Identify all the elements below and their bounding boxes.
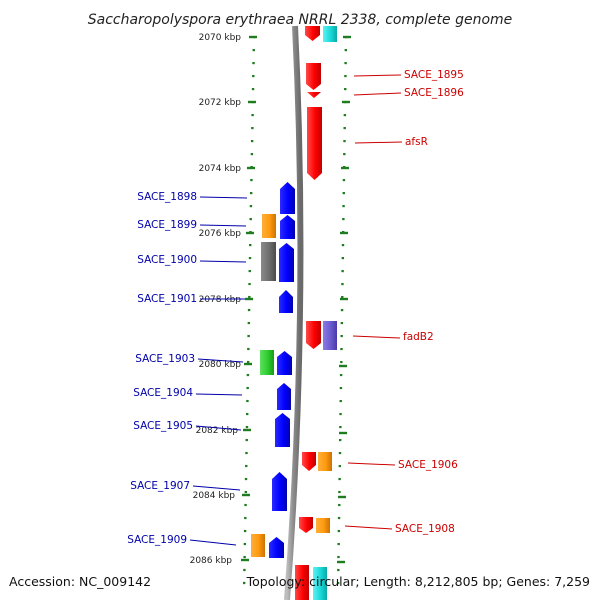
gene-arrow-sace-1910[interactable] [295, 565, 309, 600]
gene-arrow-sace-1899-orange[interactable] [262, 214, 276, 238]
kbp-label: 2086 kbp [190, 556, 233, 566]
kbp-label: 2072 kbp [199, 98, 242, 108]
gene-label-sace-1898[interactable]: SACE_1898 [137, 191, 197, 203]
gene-label-sace-1906[interactable]: SACE_1906 [398, 459, 458, 471]
genome-backbone [284, 25, 304, 600]
gene-arrow-sace-1895[interactable] [306, 63, 321, 90]
leader-line [192, 485, 241, 491]
accession-text: Accession: NC_009142 [9, 574, 151, 589]
gene-arrow-sace-1900[interactable] [279, 243, 294, 282]
leader-line [197, 358, 244, 363]
leader-line [352, 335, 401, 339]
gene-label-sace-1905[interactable]: SACE_1905 [133, 420, 193, 432]
reverse-strand-genes [295, 26, 337, 600]
gene-arrow-sace-1899[interactable] [280, 215, 295, 239]
kbp-label: 2078 kbp [199, 295, 242, 305]
gene-arrow-sace-1896[interactable] [307, 92, 321, 98]
gene-arrow-fadb2[interactable] [306, 321, 321, 349]
kbp-label: 2076 kbp [199, 229, 242, 239]
gene-arrow-sace-1910-rna[interactable] [313, 567, 327, 600]
leader-line [344, 525, 393, 530]
gene-arrow-fadb2-purple[interactable] [323, 321, 337, 350]
gene-label-afsr[interactable]: afsR [405, 136, 428, 148]
leader-line [199, 224, 247, 227]
leader-line [347, 462, 396, 466]
leader-line [353, 92, 402, 96]
gene-label-sace-1909[interactable]: SACE_1909 [127, 534, 187, 546]
leader-line [195, 425, 242, 431]
map-title: Saccharopolyspora erythraea NRRL 2338, c… [88, 12, 513, 28]
gene-arrow-sace-1903-green[interactable] [260, 350, 274, 375]
right-tick-column [336, 35, 351, 593]
leader-line [189, 539, 237, 546]
kbp-label: 2070 kbp [199, 33, 242, 43]
gene-label-sace-1908[interactable]: SACE_1908 [395, 523, 455, 535]
gene-arrow-sace-1906-orange[interactable] [318, 452, 332, 471]
kbp-label: 2082 kbp [196, 426, 239, 436]
kbp-label: 2074 kbp [199, 164, 242, 174]
left-gene-labels: SACE_1898 SACE_1899 SACE_1900 SACE_1901 … [127, 191, 248, 546]
gene-arrow-sace-1894-rna[interactable] [323, 26, 337, 42]
leader-line [199, 196, 248, 199]
gene-arrow-sace-1904[interactable] [277, 383, 291, 410]
gene-arrow-sace-1908-orange[interactable] [316, 518, 330, 533]
gene-arrow-sace-1909[interactable] [269, 537, 284, 558]
gene-label-sace-1901[interactable]: SACE_1901 [137, 293, 197, 305]
kbp-label: 2084 kbp [193, 491, 236, 501]
right-dotted-ring [336, 35, 348, 593]
leader-line [199, 260, 247, 263]
gene-label-sace-1899[interactable]: SACE_1899 [137, 219, 197, 231]
gene-arrow-sace-1903[interactable] [277, 351, 292, 375]
forward-strand-genes [251, 182, 295, 558]
gene-arrow-afsr[interactable] [307, 107, 322, 180]
leader-line [354, 141, 403, 144]
gene-label-sace-1895[interactable]: SACE_1895 [404, 69, 464, 81]
left-tick-column [241, 35, 257, 593]
gene-arrow-sace-1906[interactable] [302, 452, 316, 471]
gene-label-fadb2[interactable]: fadB2 [403, 331, 434, 343]
gene-arrow-sace-1908[interactable] [299, 517, 313, 533]
leader-line [195, 393, 243, 396]
gene-label-sace-1904[interactable]: SACE_1904 [133, 387, 193, 399]
gene-arrow-sace-1901[interactable] [279, 290, 293, 313]
gene-label-sace-1907[interactable]: SACE_1907 [130, 480, 190, 492]
gene-label-sace-1903[interactable]: SACE_1903 [135, 353, 195, 365]
backbone-arc [284, 25, 304, 600]
gene-arrow-sace-1905[interactable] [275, 413, 290, 447]
gene-arrow-sace-1907[interactable] [272, 472, 287, 511]
gene-arrow-sace-1909-orange[interactable] [251, 534, 265, 557]
kbp-labels: 2070 kbp 2072 kbp 2074 kbp 2076 kbp 2078… [190, 33, 242, 566]
gene-label-sace-1900[interactable]: SACE_1900 [137, 254, 197, 266]
gene-arrow-sace-1894[interactable] [305, 26, 320, 41]
right-gene-labels: SACE_1895 SACE_1896 afsR fadB2 SACE_1906… [344, 69, 464, 535]
leader-line [353, 74, 402, 77]
topology-text: Topology: circular; Length: 8,212,805 bp… [246, 574, 590, 589]
gene-arrow-sace-1900-grey[interactable] [261, 242, 276, 281]
gene-label-sace-1896[interactable]: SACE_1896 [404, 87, 464, 99]
left-dotted-ring [242, 35, 256, 593]
gene-arrow-sace-1898[interactable] [280, 182, 295, 214]
kbp-label: 2080 kbp [199, 360, 242, 370]
